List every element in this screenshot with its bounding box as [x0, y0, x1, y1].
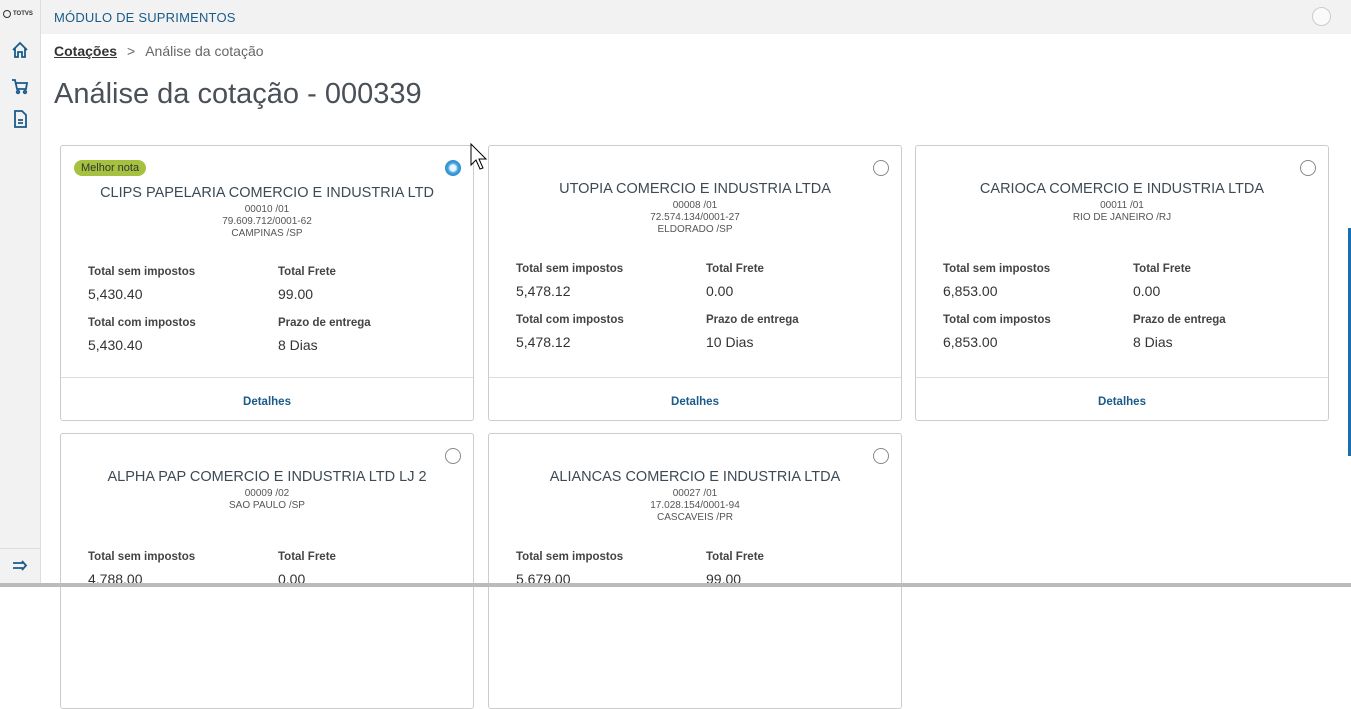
total-com-value: 6,853.00	[943, 334, 998, 350]
breadcrumb: Cotações > Análise da cotação	[54, 43, 264, 59]
select-radio[interactable]	[873, 160, 889, 176]
prazo-value: 8 Dias	[1133, 334, 1173, 350]
total-sem-label: Total sem impostos	[516, 263, 624, 275]
prazo-value: 8 Dias	[278, 337, 318, 353]
select-radio[interactable]	[445, 160, 461, 176]
expand-menu-icon[interactable]	[10, 556, 30, 576]
frete-value: 99.00	[278, 286, 314, 302]
prazo-label: Prazo de entrega	[1133, 314, 1226, 326]
user-icon[interactable]	[1312, 7, 1331, 26]
total-sem-label: Total sem impostos	[943, 263, 1051, 275]
mouse-cursor-icon	[470, 143, 488, 170]
total-com-label: Total com impostos	[88, 317, 196, 329]
page-title: Análise da cotação - 000339	[54, 78, 422, 110]
supplier-cnpj: 72.574.134/0001-27	[650, 212, 740, 223]
supplier-city: RIO DE JANEIRO /RJ	[1072, 212, 1172, 223]
total-sem-label: Total sem impostos	[88, 266, 196, 278]
total-com-label: Total com impostos	[516, 314, 624, 326]
supplier-city: ELDORADO /SP	[657, 224, 733, 235]
frete-label: Total Frete	[706, 263, 764, 275]
total-com-label: Total com impostos	[943, 314, 1051, 326]
supplier-city: SAO PAULO /SP	[229, 500, 305, 511]
supplier-card[interactable]: ALIANCAS COMERCIO E INDUSTRIA LTDA 00027 …	[488, 433, 902, 709]
supplier-code: 00010 /01	[244, 204, 290, 215]
total-sem-value: 5,478.12	[516, 283, 571, 299]
supplier-name: CARIOCA COMERCIO E INDUSTRIA LTDA	[979, 181, 1265, 197]
prazo-label: Prazo de entrega	[706, 314, 799, 326]
total-sem-label: Total sem impostos	[516, 551, 624, 563]
supplier-name: CLIPS PAPELARIA COMERCIO E INDUSTRIA LTD	[100, 185, 434, 201]
supplier-city: CAMPINAS /SP	[231, 228, 303, 239]
module-title: MÓDULO DE SUPRIMENTOS	[54, 10, 236, 25]
scrollbar[interactable]	[1348, 228, 1351, 456]
details-link[interactable]: Detalhes	[1098, 396, 1146, 408]
supplier-code: 00027 /01	[672, 488, 718, 499]
breadcrumb-link-cotacoes[interactable]: Cotações	[54, 43, 118, 59]
supplier-code: 00009 /02	[244, 488, 290, 499]
frete-value: 0.00	[1133, 283, 1161, 299]
sidebar: TOTVS	[0, 0, 41, 583]
supplier-code: 00008 /01	[672, 200, 718, 211]
best-rating-badge: Melhor nota	[74, 160, 147, 176]
details-link[interactable]: Detalhes	[671, 396, 719, 408]
frete-label: Total Frete	[706, 551, 764, 563]
supplier-card[interactable]: ALPHA PAP COMERCIO E INDUSTRIA LTD LJ 2 0…	[60, 433, 474, 709]
bottom-edge	[0, 583, 1351, 587]
frete-label: Total Frete	[1133, 263, 1191, 275]
prazo-label: Prazo de entrega	[278, 317, 371, 329]
select-radio[interactable]	[1300, 160, 1316, 176]
prazo-value: 10 Dias	[706, 334, 754, 350]
total-com-value: 5,478.12	[516, 334, 571, 350]
supplier-name: ALPHA PAP COMERCIO E INDUSTRIA LTD LJ 2	[107, 469, 427, 485]
supplier-city: CASCAVEIS /PR	[657, 512, 733, 523]
top-bar: MÓDULO DE SUPRIMENTOS	[41, 0, 1351, 34]
chevron-right-icon: >	[127, 43, 136, 59]
details-link[interactable]: Detalhes	[243, 396, 291, 408]
total-sem-value: 6,853.00	[943, 283, 998, 299]
supplier-name: ALIANCAS COMERCIO E INDUSTRIA LTDA	[549, 469, 841, 485]
frete-label: Total Frete	[278, 551, 336, 563]
totvs-logo: TOTVS	[3, 10, 33, 18]
total-sem-label: Total sem impostos	[88, 551, 196, 563]
breadcrumb-current: Análise da cotação	[145, 43, 264, 59]
frete-label: Total Frete	[278, 266, 336, 278]
total-com-value: 5,430.40	[88, 337, 143, 353]
supplier-card[interactable]: UTOPIA COMERCIO E INDUSTRIA LTDA 00008 /0…	[488, 145, 902, 421]
supplier-cnpj: 17.028.154/0001-94	[650, 500, 740, 511]
total-sem-value: 5,430.40	[88, 286, 143, 302]
supplier-card[interactable]: Melhor nota CLIPS PAPELARIA COMERCIO E IN…	[60, 145, 474, 421]
select-radio[interactable]	[445, 448, 461, 464]
select-radio[interactable]	[873, 448, 889, 464]
frete-value: 0.00	[706, 283, 734, 299]
cart-icon[interactable]	[10, 76, 30, 96]
supplier-name: UTOPIA COMERCIO E INDUSTRIA LTDA	[559, 181, 831, 197]
document-icon[interactable]	[10, 109, 30, 129]
supplier-card[interactable]: CARIOCA COMERCIO E INDUSTRIA LTDA 00011 /…	[915, 145, 1329, 421]
supplier-cnpj: 79.609.712/0001-62	[222, 216, 312, 227]
supplier-code: 00011 /01	[1100, 200, 1144, 211]
home-icon[interactable]	[10, 40, 30, 60]
